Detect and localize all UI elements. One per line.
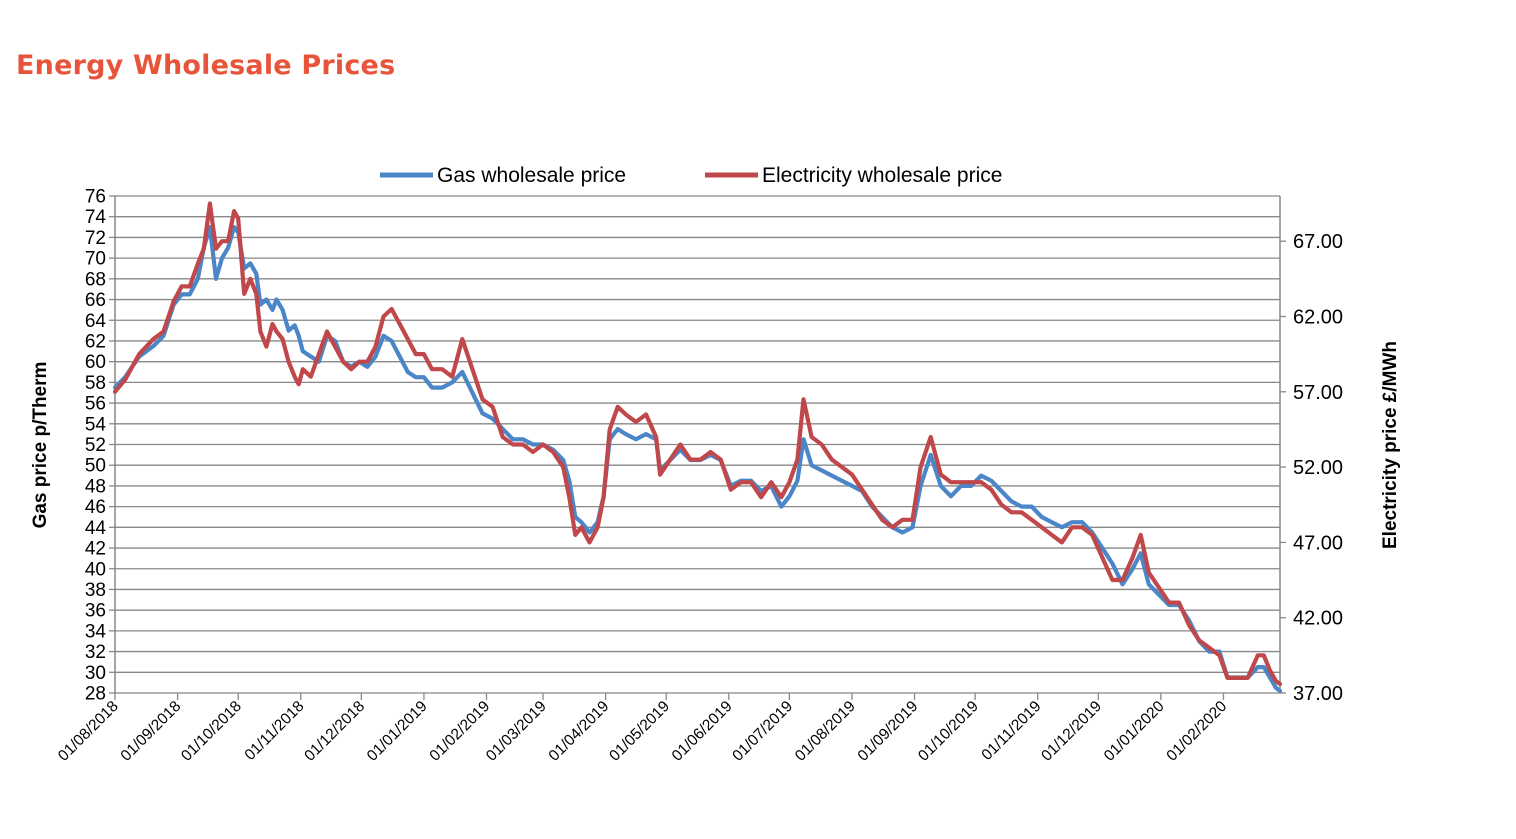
right-tick-label: 47.00 <box>1293 532 1343 554</box>
right-tick-label: 42.00 <box>1293 608 1343 630</box>
right-tick-label: 67.00 <box>1293 231 1343 253</box>
left-tick-label: 48 <box>85 476 106 497</box>
x-tick-label: 01/12/2019 <box>1038 698 1105 765</box>
left-tick-label: 34 <box>85 621 107 642</box>
left-tick-label: 44 <box>85 518 107 539</box>
left-tick-label: 68 <box>85 269 106 290</box>
x-tick-label: 01/08/2019 <box>792 698 859 765</box>
left-tick-label: 38 <box>85 580 106 601</box>
left-tick-label: 74 <box>85 207 107 228</box>
electricity-series-line <box>112 201 1283 687</box>
x-tick-label: 01/05/2019 <box>606 698 673 765</box>
left-tick-label: 50 <box>85 456 106 477</box>
right-axis-title: Electricity price £/MWh <box>1380 341 1401 549</box>
left-tick-label: 36 <box>85 601 106 622</box>
x-tick-label: 01/11/2019 <box>978 698 1044 764</box>
left-tick-label: 46 <box>85 497 106 518</box>
x-tick-label: 01/04/2019 <box>546 698 613 765</box>
x-tick-label: 01/07/2019 <box>729 698 796 765</box>
electricity-legend-label: Electricity wholesale price <box>762 164 1002 187</box>
left-tick-label: 56 <box>85 394 106 415</box>
right-tick-label: 52.00 <box>1293 457 1343 479</box>
left-axis-title: Gas price p/Therm <box>30 362 51 529</box>
x-tick-label: 01/02/2020 <box>1163 698 1230 765</box>
left-tick-label: 30 <box>85 663 106 684</box>
left-axis-ticks: 2830323436384042444648505254565860626466… <box>85 187 115 705</box>
x-tick-label: 01/12/2018 <box>301 698 368 765</box>
x-tick-label: 01/06/2019 <box>669 698 736 765</box>
left-tick-label: 54 <box>85 414 107 435</box>
left-tick-label: 72 <box>85 228 106 249</box>
x-axis-ticks: 01/08/201801/09/201801/10/201801/11/2018… <box>55 693 1231 765</box>
left-tick-label: 66 <box>85 290 106 311</box>
left-tick-label: 62 <box>85 331 106 352</box>
x-tick-label: 01/08/2018 <box>55 698 122 765</box>
x-tick-label: 01/09/2019 <box>855 698 922 765</box>
right-axis-ticks: 37.00 42.00 47.00 52.00 57.00 62.00 67.00 <box>1280 231 1343 705</box>
left-tick-label: 40 <box>85 559 106 580</box>
series-lines <box>112 201 1283 694</box>
left-tick-label: 70 <box>85 249 106 270</box>
right-tick-label: 62.00 <box>1293 306 1343 328</box>
left-tick-label: 42 <box>85 539 106 560</box>
gas-series-line <box>112 225 1283 694</box>
left-tick-label: 32 <box>85 642 106 663</box>
left-tick-label: 52 <box>85 435 106 456</box>
x-tick-label: 01/03/2019 <box>483 698 550 765</box>
left-tick-label: 64 <box>85 311 107 332</box>
left-tick-label: 28 <box>85 684 106 705</box>
left-tick-label: 76 <box>85 187 106 208</box>
left-tick-label: 60 <box>85 352 106 373</box>
x-tick-label: 01/11/2018 <box>242 698 308 764</box>
x-tick-label: 01/10/2018 <box>178 698 245 765</box>
x-tick-label: 01/10/2019 <box>915 698 982 765</box>
legend: Gas wholesale price Electricity wholesale… <box>380 164 1002 187</box>
right-tick-label: 37.00 <box>1293 683 1343 705</box>
page-title: Energy Wholesale Prices <box>16 50 396 81</box>
x-tick-label: 01/02/2019 <box>426 698 493 765</box>
right-tick-label: 57.00 <box>1293 382 1343 404</box>
left-tick-label: 58 <box>85 373 106 394</box>
x-tick-label: 01/01/2019 <box>364 698 431 765</box>
gas-legend-label: Gas wholesale price <box>437 164 626 187</box>
x-tick-label: 01/01/2020 <box>1101 698 1168 765</box>
grid-lines <box>115 195 1280 694</box>
x-tick-label: 01/09/2018 <box>118 698 185 765</box>
